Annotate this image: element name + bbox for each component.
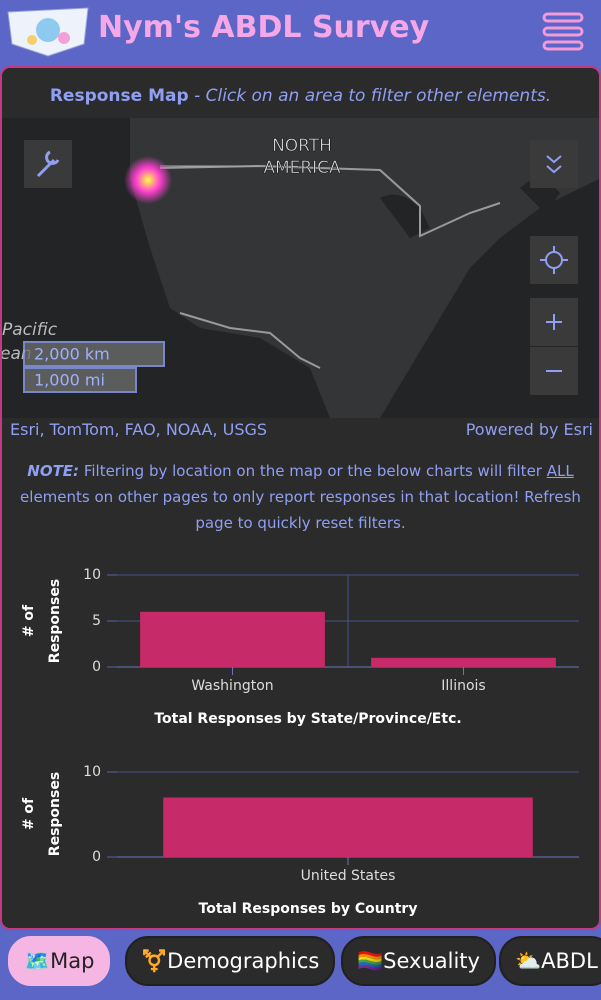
content-panel: Response Map - Click on an area to filte… bbox=[0, 66, 601, 930]
menu-button[interactable] bbox=[542, 12, 586, 52]
app-title: Nym's ABDL Survey bbox=[98, 10, 430, 45]
filter-note: NOTE: Filtering by location on the map o… bbox=[12, 458, 589, 536]
zoom-in-button[interactable] bbox=[530, 298, 578, 346]
chart-title: Total Responses by State/Province/Etc. bbox=[154, 711, 461, 727]
bottom-nav: 🗺️Map ⚧️Demographics 🏳️‍🌈Sexuality ⛅ABDL bbox=[0, 934, 601, 990]
y-tick-label: 5 bbox=[92, 613, 101, 629]
tool-button[interactable] bbox=[24, 140, 72, 188]
y-tick-label: 0 bbox=[92, 849, 101, 865]
locate-button[interactable] bbox=[530, 236, 578, 284]
x-tick-label: United States bbox=[301, 868, 396, 884]
y-tick-label: 10 bbox=[83, 567, 101, 583]
map[interactable]: NORTH AMERICA Pacific ean 2,000 km 1,000… bbox=[0, 118, 601, 418]
chart-title: Total Responses by Country bbox=[199, 901, 418, 917]
scale-bar bbox=[23, 367, 137, 393]
y-axis-label: # of Responses bbox=[21, 771, 63, 857]
map-title: Response Map bbox=[49, 86, 189, 106]
note-text: elements on other pages to only report r… bbox=[20, 488, 581, 532]
zoom-out-button[interactable] bbox=[530, 347, 578, 395]
map-label: NORTH bbox=[272, 136, 332, 156]
bar-chart[interactable]: 0 5 10 Washington Illinois Total Responses by… bbox=[2, 558, 599, 728]
logo bbox=[7, 7, 89, 57]
bar bbox=[371, 657, 556, 667]
x-tick-label: Washington bbox=[191, 678, 273, 694]
scale-text: 2,000 km bbox=[34, 345, 110, 364]
note-emphasis: ALL bbox=[546, 462, 574, 480]
map-heading: Response Map - Click on an area to filte… bbox=[2, 86, 599, 106]
map-label: AMERICA bbox=[263, 158, 341, 178]
nav-tab[interactable]: ⛅ABDL bbox=[499, 936, 601, 986]
response-marker[interactable] bbox=[124, 156, 172, 204]
map-powered-by[interactable]: Powered by Esri bbox=[465, 420, 593, 439]
y-tick-label: 10 bbox=[83, 764, 101, 780]
map-instruction: - Click on an area to filter other eleme… bbox=[188, 86, 552, 106]
note-text: Filtering by location on the map or the … bbox=[79, 462, 547, 480]
nav-tab[interactable]: ⚧️Demographics bbox=[125, 936, 336, 986]
bar bbox=[163, 797, 533, 857]
note-label: NOTE: bbox=[27, 462, 80, 480]
map-label: Pacific bbox=[2, 320, 58, 340]
bar-chart[interactable]: 0 10 United States Total Responses by Count… bbox=[2, 758, 599, 928]
expand-button[interactable] bbox=[530, 140, 578, 188]
header: Nym's ABDL Survey bbox=[0, 0, 601, 64]
scale-text: 1,000 mi bbox=[34, 371, 105, 390]
map-attribution: Esri, TomTom, FAO, NOAA, USGS bbox=[10, 420, 268, 439]
bar bbox=[140, 611, 325, 667]
y-tick-label: 0 bbox=[92, 659, 101, 675]
x-tick-label: Illinois bbox=[441, 678, 485, 694]
scale-bar bbox=[23, 341, 165, 367]
nav-tab[interactable]: 🗺️Map bbox=[8, 936, 111, 986]
y-axis-label: # of Responses bbox=[21, 578, 63, 664]
nav-tab[interactable]: 🏳️‍🌈Sexuality bbox=[341, 936, 496, 986]
